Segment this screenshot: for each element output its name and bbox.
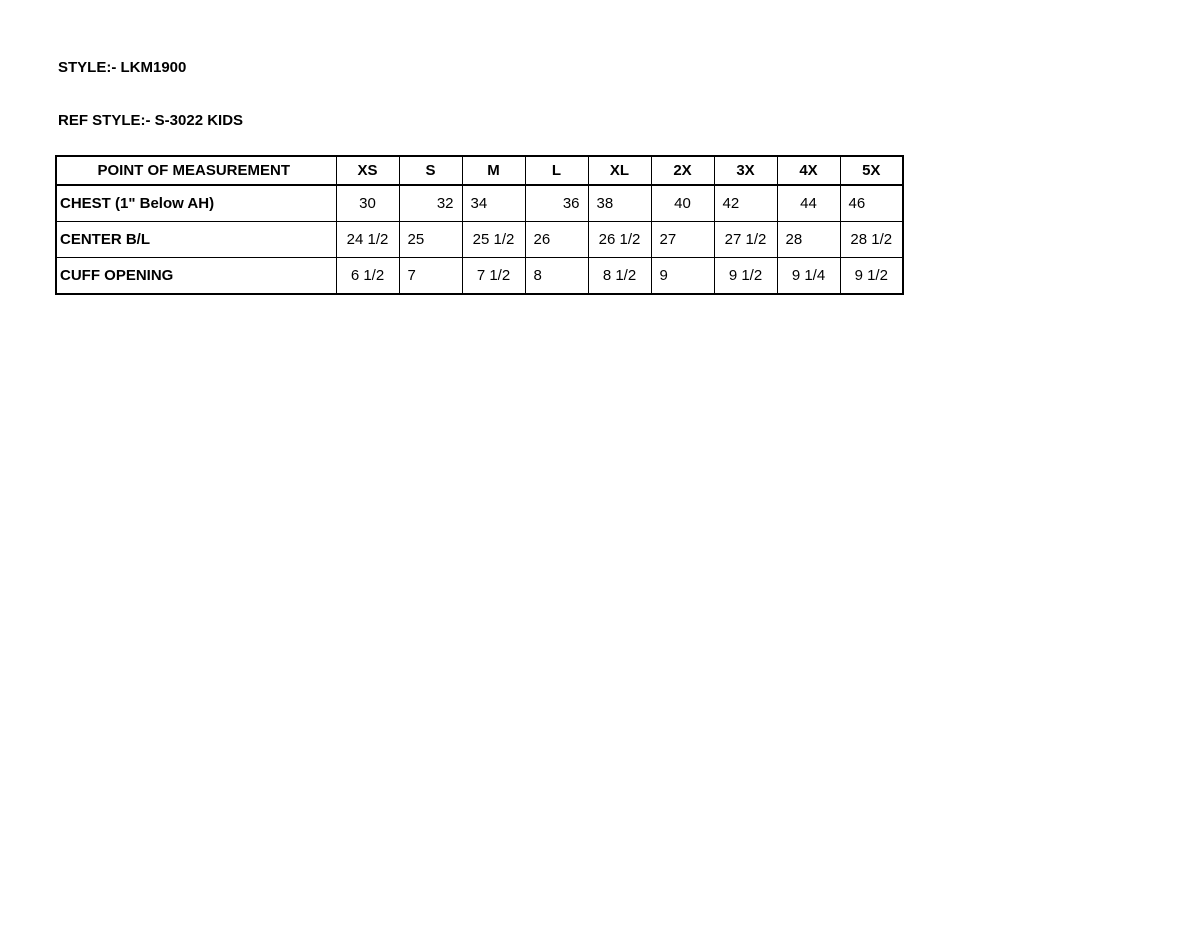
column-header-size: S <box>398 155 463 186</box>
measurement-value: 44 <box>776 184 841 222</box>
measurement-value: 30 <box>335 184 400 222</box>
column-header-measurement: POINT OF MEASUREMENT <box>55 155 337 186</box>
table-row: CHEST (1" Below AH) 30 32 34 36 38 40 42 44 46 <box>55 184 904 222</box>
measurement-value: 26 <box>524 221 589 258</box>
measurement-value: 46 <box>839 184 904 222</box>
measurement-value: 38 <box>587 184 652 222</box>
measurement-value: 32 <box>398 184 463 222</box>
measurement-value: 42 <box>713 184 778 222</box>
measurement-value: 7 <box>398 257 463 295</box>
measurement-value: 8 <box>524 257 589 295</box>
column-header-size: 5X <box>839 155 904 186</box>
header-row: POINT OF MEASUREMENT XS S M L XL 2X 3X 4X 5X <box>55 155 904 186</box>
column-header-size: 3X <box>713 155 778 186</box>
ref-style: REF STYLE:- S-3022 KIDS <box>58 112 244 129</box>
measurement-value: 36 <box>524 184 589 222</box>
measurement-value: 28 1/2 <box>839 221 904 258</box>
measurement-value: 26 1/2 <box>587 221 652 258</box>
column-header-size: XS <box>335 155 400 186</box>
measurement-value: 9 1/2 <box>713 257 778 295</box>
measurement-label: CUFF OPENING <box>55 257 337 295</box>
measurement-label: CENTER B/L <box>55 221 337 258</box>
column-header-size: M <box>461 155 526 186</box>
measurement-value: 34 <box>461 184 526 222</box>
table-row: CENTER B/L 24 1/2 25 25 1/2 26 26 1/2 27 27 1/2… <box>55 221 904 258</box>
measurement-value: 9 1/2 <box>839 257 904 295</box>
measurement-value: 24 1/2 <box>335 221 400 258</box>
measurement-value: 9 1/4 <box>776 257 841 295</box>
measurement-value: 8 1/2 <box>587 257 652 295</box>
measurement-value: 40 <box>650 184 715 222</box>
style-number: STYLE:- LKM1900 <box>58 59 187 76</box>
measurement-table: POINT OF MEASUREMENT XS S M L XL 2X 3X 4X 5X CHEST… <box>55 155 904 295</box>
measurement-value: 25 1/2 <box>461 221 526 258</box>
measurement-value: 27 <box>650 221 715 258</box>
column-header-size: 2X <box>650 155 715 186</box>
measurement-value: 7 1/2 <box>461 257 526 295</box>
column-header-size: L <box>524 155 589 186</box>
table-row: CUFF OPENING 6 1/2 7 7 1/2 8 8 1/2 9 9 1/2 9 1/4… <box>55 257 904 295</box>
measurement-value: 27 1/2 <box>713 221 778 258</box>
column-header-size: XL <box>587 155 652 186</box>
measurement-value: 28 <box>776 221 841 258</box>
measurement-label: CHEST (1" Below AH) <box>55 184 337 222</box>
measurement-value: 9 <box>650 257 715 295</box>
measurement-value: 6 1/2 <box>335 257 400 295</box>
measurement-value: 25 <box>398 221 463 258</box>
column-header-size: 4X <box>776 155 841 186</box>
